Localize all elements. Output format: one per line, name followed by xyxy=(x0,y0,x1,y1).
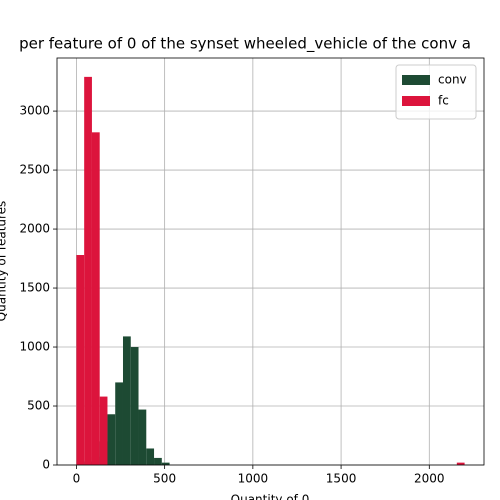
bar xyxy=(161,462,170,465)
x-tick-label: 1000 xyxy=(238,472,269,486)
y-tick-label: 2500 xyxy=(19,163,50,177)
bar xyxy=(107,414,116,465)
bar xyxy=(154,457,162,465)
bar xyxy=(76,255,85,465)
y-tick-label: 500 xyxy=(27,399,50,413)
bar xyxy=(138,409,147,465)
bar xyxy=(115,382,123,465)
bar xyxy=(130,347,139,465)
bar xyxy=(84,76,92,465)
x-axis-label: Quantity of 0 xyxy=(231,493,310,500)
x-tick-label: 1500 xyxy=(326,472,357,486)
x-tick-label: 500 xyxy=(153,472,176,486)
y-axis-label: Quantity of features xyxy=(0,201,9,322)
y-tick-label: 2000 xyxy=(19,222,50,236)
plot-frame xyxy=(56,57,485,466)
bar xyxy=(99,396,108,465)
legend-swatch xyxy=(402,96,430,106)
y-tick-label: 3000 xyxy=(19,104,50,118)
legend-label: fc xyxy=(438,94,449,108)
legend: conv fc xyxy=(395,64,477,120)
x-tick-label: 2000 xyxy=(414,472,445,486)
legend-label: conv xyxy=(438,73,467,87)
bar xyxy=(146,448,155,465)
chart-title: per feature of 0 of the synset wheeled_v… xyxy=(19,35,471,54)
y-tick-label: 0 xyxy=(42,458,50,472)
legend-swatch xyxy=(402,75,430,85)
y-tick-label: 1000 xyxy=(19,340,50,354)
bar xyxy=(456,462,465,465)
y-tick-label: 1500 xyxy=(19,281,50,295)
bar xyxy=(122,336,131,465)
x-tick-label: 0 xyxy=(73,472,81,486)
bar xyxy=(91,132,100,466)
